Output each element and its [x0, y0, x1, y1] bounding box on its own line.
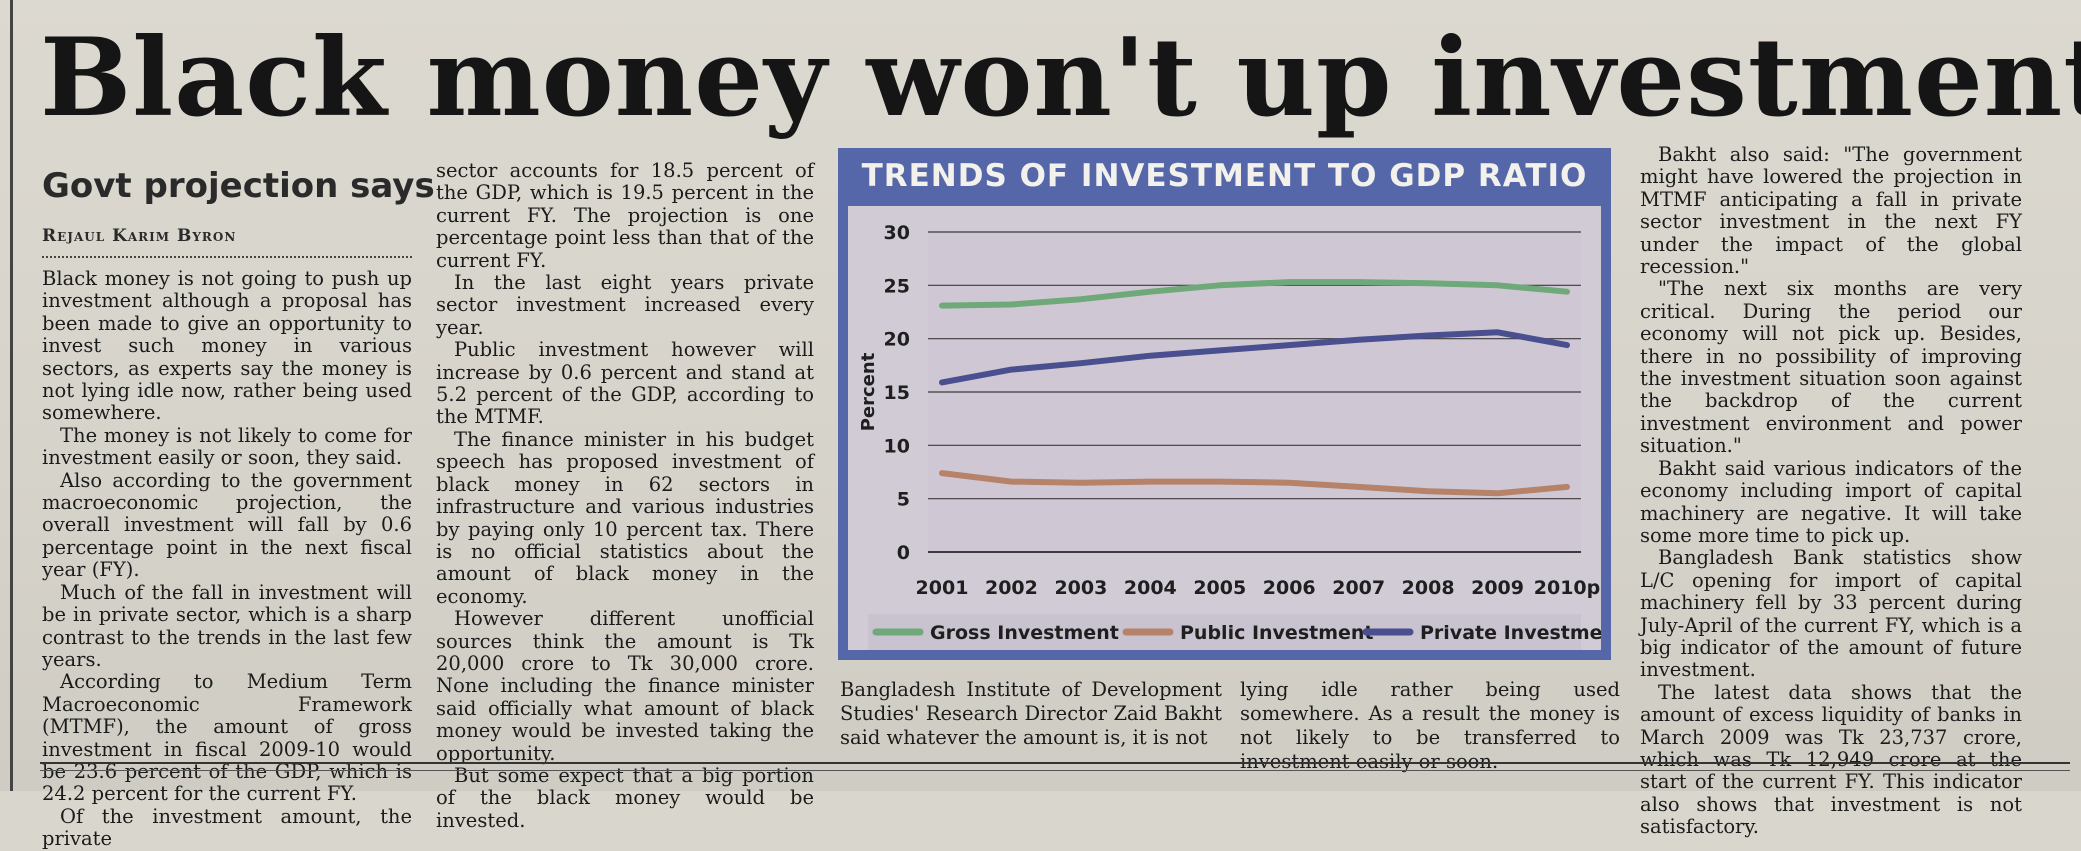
y-tick-label: 15 — [884, 382, 910, 404]
y-tick-label: 20 — [884, 329, 910, 351]
chart-plot-area: 0 5 10 15 20 25 30 Percent 2001 2002 2003 2004 2005 2… — [848, 206, 1625, 650]
y-tick-label: 25 — [884, 275, 910, 297]
y-tick-label: 10 — [884, 435, 910, 457]
column-4: Bakht also said: "The government might h… — [1640, 143, 2022, 839]
legend-background — [868, 614, 1581, 650]
y-tick-label: 5 — [897, 489, 910, 511]
paragraph: But some expect that a big portion of th… — [436, 763, 814, 832]
byline-divider — [42, 256, 412, 258]
column-1: Black money is not going to push up inve… — [42, 267, 412, 851]
byline: Rejaul Karim Byron — [42, 226, 237, 246]
x-tick-label: 2009 — [1471, 577, 1524, 599]
paragraph: Bakht also said: "The government might h… — [1640, 143, 2022, 279]
paragraph: Bangladesh Bank statistics show L/C open… — [1640, 546, 2022, 682]
paragraph: Public investment however will increase … — [436, 338, 814, 429]
paragraph: Of the investment amount, the private — [42, 804, 412, 851]
x-tick-label: 2005 — [1193, 577, 1246, 599]
paragraph: The money is not likely to come for inve… — [42, 423, 412, 470]
legend-label: Public Investment — [1180, 622, 1374, 644]
chart-panel: TRENDS OF INVESTMENT TO GDP RATIO 0 5 10 15… — [838, 148, 1625, 660]
series-line-private-investment — [939, 329, 1570, 386]
y-tick-label: 30 — [884, 222, 910, 244]
bottom-rule — [40, 762, 2070, 764]
series-line-public-investment — [939, 470, 1570, 497]
x-tick-label: 2002 — [985, 577, 1038, 599]
x-tick-label: 2003 — [1054, 577, 1107, 599]
paragraph: The latest data shows that the amount of… — [1640, 680, 2022, 839]
line-chart: 0 5 10 15 20 25 30 Percent 2001 2002 2003 2004 2005 2… — [858, 222, 1625, 650]
column-2: sector accounts for 18.5 percent of the … — [436, 159, 814, 832]
x-tick-label: 2001 — [916, 577, 969, 599]
x-tick-label: 2004 — [1124, 577, 1177, 599]
x-tick-label: 2006 — [1263, 577, 1316, 599]
bottom-rule-thin — [40, 770, 2070, 771]
left-column-rule — [10, 0, 13, 791]
paragraph: "The next six months are very critical. … — [1640, 277, 2022, 458]
paragraph: Much of the fall in investment will be i… — [42, 580, 412, 671]
caption-left: Bangladesh Institute of Development Stud… — [840, 678, 1222, 749]
legend-label: Private Investment — [1420, 622, 1601, 644]
chart-title: TRENDS OF INVESTMENT TO GDP RATIO — [861, 158, 1588, 194]
headline: Black money won't up investment — [40, 15, 2081, 141]
paragraph: The finance minister in his budget speec… — [436, 427, 814, 608]
paragraph: According to Medium Term Macroeconomic F… — [42, 670, 412, 806]
y-tick-label: 0 — [897, 542, 910, 564]
legend-label: Gross Investment — [930, 622, 1119, 644]
paragraph: Bakht said various indicators of the eco… — [1640, 456, 2022, 547]
x-tick-label: 2010p — [1534, 577, 1600, 599]
caption-right: lying idle rather being used somewhere. … — [1240, 678, 1620, 773]
paragraph: However different unofficial sources thi… — [436, 607, 814, 765]
paragraph: sector accounts for 18.5 percent of the … — [436, 159, 814, 272]
x-tick-label: 2008 — [1402, 577, 1455, 599]
paragraph: Also according to the government macroec… — [42, 468, 412, 582]
x-tick-label: 2007 — [1332, 577, 1385, 599]
y-axis-label: Percent — [858, 352, 879, 431]
paragraph: In the last eight years private sector i… — [436, 271, 814, 339]
subheadline: Govt projection says — [42, 166, 435, 206]
paragraph: Black money is not going to push up inve… — [42, 267, 412, 425]
series-line-gross-investment — [939, 279, 1570, 309]
